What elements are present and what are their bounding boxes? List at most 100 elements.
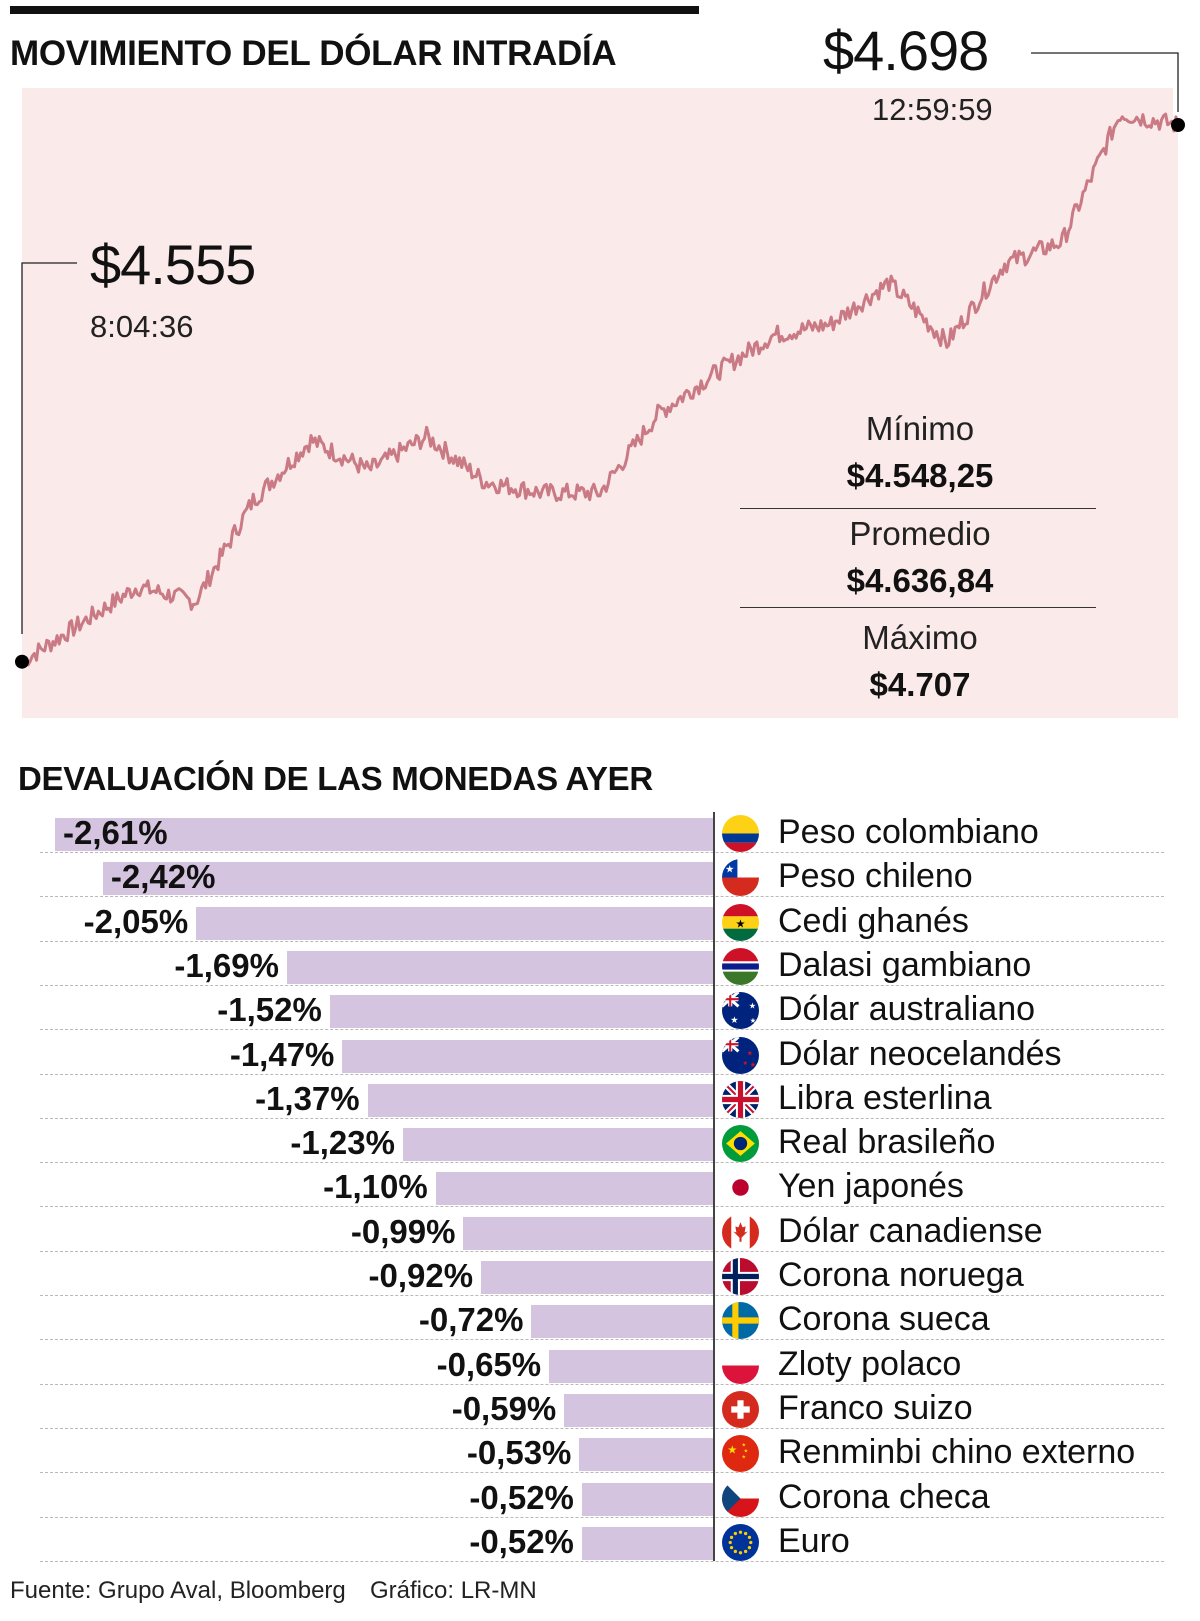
row-divider [40,1516,1164,1518]
svg-text:★: ★ [750,1059,756,1068]
bar-value-label: -0,92% [368,1257,474,1294]
row-divider [40,1117,1164,1119]
currency-name: Zloty polaco [778,1344,962,1383]
row-divider [40,1472,1164,1474]
bar-value-label: -1,37% [255,1079,360,1117]
start-point [15,654,29,669]
currency-name: Corona noruega [778,1256,1024,1294]
new-zealand-flag-icon: ★ ★ ★ [722,1036,759,1074]
end-time: 12:59:59 [872,92,993,127]
row-divider [40,896,1164,898]
bar-value-label: -2,61% [63,814,168,851]
svg-text:★: ★ [727,1445,737,1457]
bar-value-label: -0,99% [350,1212,456,1250]
currency-name: Renminbi chino externo [778,1433,1136,1472]
row-divider [40,852,1164,853]
bar-value-label: -2,42% [110,858,216,896]
start-leader-line [21,262,77,634]
currency-name: Corona sueca [778,1300,990,1339]
row-divider [40,1295,1164,1296]
bar-value-label: -1,23% [290,1124,395,1162]
bar-axis [713,812,715,1561]
bar-8 [435,1172,713,1206]
bar-7 [402,1128,713,1162]
bar-value-label: -1,69% [174,946,279,984]
currency-name: Corona checa [778,1477,990,1516]
row-divider [40,1206,1164,1208]
bar-16 [581,1526,713,1560]
currency-name: Dólar australiano [778,990,1036,1029]
bar-11 [531,1305,713,1339]
stat-max-value: $4.707 [869,666,971,703]
row-divider [40,940,1164,942]
bar-value-label: -2,05% [83,902,189,940]
canada-flag-icon [722,1213,759,1251]
end-leader-line [1031,52,1179,112]
row-divider [40,1250,1164,1252]
stat-avg-label: Promedio [849,515,991,552]
row-divider [40,1162,1164,1164]
bar-12 [549,1349,713,1383]
stat-min-value: $4.548,25 [846,457,994,494]
svg-text:★: ★ [742,1455,747,1461]
svg-text:★: ★ [743,1059,749,1066]
bar-value-label: -0,52% [469,1478,574,1516]
currency-name: Euro [778,1521,850,1560]
eu-flag-icon [722,1523,759,1561]
svg-text:★: ★ [744,1449,749,1455]
sweden-flag-icon [722,1302,759,1340]
bar-4 [329,995,713,1029]
row-divider [40,1383,1164,1385]
currency-name: Yen japonés [778,1167,964,1206]
stat-divider [740,508,1096,509]
end-point [1171,118,1185,132]
row-divider [40,1427,1164,1429]
bar-value-label: -0,53% [466,1434,572,1472]
intraday-line [21,112,1180,667]
svg-text:★: ★ [747,1048,753,1057]
bar-2 [196,906,713,940]
currency-name: Dólar neocelandés [778,1034,1062,1073]
row-divider [40,1029,1164,1031]
currency-name: Real brasileño [778,1123,996,1162]
bar-value-label: -1,52% [217,991,322,1029]
chart-title: MOVIMIENTO DEL DÓLAR INTRADÍA [10,34,617,73]
colombia-flag-icon [722,815,759,852]
stat-avg-value: $4.636,84 [846,562,994,599]
svg-text:★: ★ [735,918,745,930]
bar-6 [367,1083,713,1117]
bar-1 [102,862,713,896]
svg-text:★: ★ [742,1442,747,1448]
stat-max-label: Máximo [862,619,978,656]
bar-13 [564,1393,713,1427]
czech-flag-icon [722,1479,759,1517]
bar-3 [286,950,713,984]
uk-flag-icon [722,1080,759,1118]
row-divider [40,984,1164,986]
intraday-area-fill [22,114,1178,719]
poland-flag-icon [722,1346,759,1384]
ghana-flag-icon: ★ [722,903,759,941]
switzerland-flag-icon [722,1390,759,1428]
bar-5 [342,1039,713,1073]
bar-14 [579,1438,713,1472]
devaluation-title: DEVALUACIÓN DE LAS MONEDAS AYER [18,760,653,797]
footer-credit: Gráfico: LR-MN [370,1577,537,1604]
start-value: $4.555 [90,233,256,296]
top-rule [10,6,699,14]
bar-10 [481,1261,713,1294]
bar-value-label: -0,65% [436,1345,542,1383]
svg-text:★: ★ [749,1002,756,1011]
norway-flag-icon [722,1258,759,1295]
currency-name: Dólar canadiense [778,1211,1043,1250]
end-value: $4.698 [823,19,989,82]
bar-15 [581,1482,713,1516]
australia-flag-icon: ★ ★ ★ [722,992,759,1030]
bar-value-label: -1,10% [323,1168,428,1206]
currency-name: Peso colombiano [778,813,1039,851]
bar-value-label: -1,47% [229,1035,335,1073]
svg-text:★: ★ [730,1015,738,1025]
bar-9 [463,1216,713,1250]
intraday-chart [15,52,1185,719]
chile-flag-icon: ★ [722,859,759,897]
